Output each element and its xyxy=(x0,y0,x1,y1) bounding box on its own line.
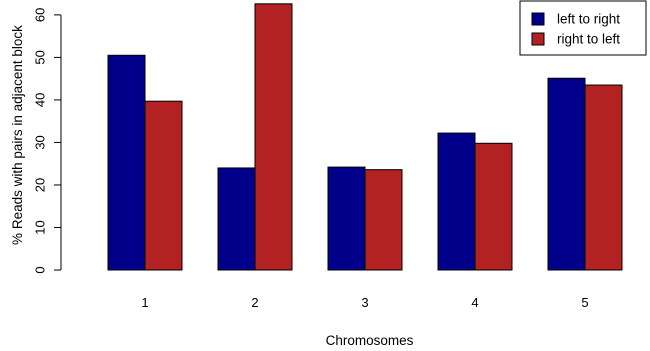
x-tick-label-1: 1 xyxy=(141,295,148,310)
y-tick-label-60: 60 xyxy=(33,8,48,22)
y-axis: 0 10 20 30 40 50 60 xyxy=(33,8,62,274)
bar-2-right-to-left xyxy=(254,3,293,271)
x-tick-label-2: 2 xyxy=(251,295,258,310)
bar-4-left-to-right xyxy=(437,132,476,271)
legend-box xyxy=(519,0,647,56)
x-tick-label-5: 5 xyxy=(581,295,588,310)
legend-swatch-right-to-left xyxy=(531,32,545,46)
bar-1-left-to-right xyxy=(107,54,146,271)
y-tick-label-0: 0 xyxy=(33,266,48,273)
bar-2-left-to-right xyxy=(217,167,256,271)
y-axis-label: % Reads with pairs in adjacent block xyxy=(10,25,25,245)
y-tick-label-30: 30 xyxy=(33,135,48,149)
bar-5-left-to-right xyxy=(547,77,586,271)
x-tick-label-3: 3 xyxy=(361,295,368,310)
bar-1-right-to-left xyxy=(144,100,183,271)
legend: left to right right to left xyxy=(519,0,647,56)
x-axis-label: Chromosomes xyxy=(326,333,414,348)
y-tick-label-40: 40 xyxy=(33,93,48,107)
legend-label-right-to-left: right to left xyxy=(557,32,620,47)
bar-5-right-to-left xyxy=(584,84,623,271)
y-tick-label-20: 20 xyxy=(33,178,48,192)
bar-4-right-to-left xyxy=(474,142,513,271)
bars-group xyxy=(107,3,623,271)
legend-swatch-left-to-right xyxy=(531,12,545,26)
legend-label-left-to-right: left to right xyxy=(557,12,620,27)
x-tick-label-4: 4 xyxy=(471,295,478,310)
bar-3-right-to-left xyxy=(364,169,403,271)
y-tick-label-50: 50 xyxy=(33,50,48,64)
y-tick-label-10: 10 xyxy=(33,220,48,234)
x-axis: 1 2 3 4 5 xyxy=(141,295,588,310)
bar-3-left-to-right xyxy=(327,166,366,271)
